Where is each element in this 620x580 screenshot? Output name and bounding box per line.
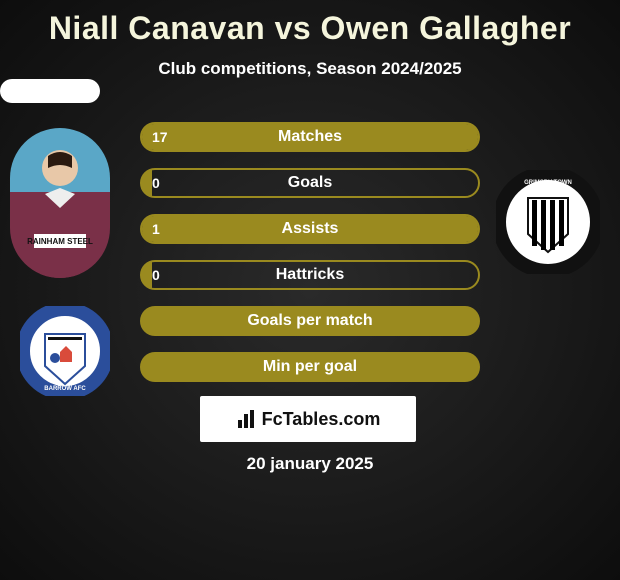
page-title: Niall Canavan vs Owen Gallagher: [0, 0, 620, 47]
stat-value: 0: [152, 175, 160, 191]
stat-label: Goals: [142, 174, 478, 192]
player-photo-right: [0, 79, 100, 103]
crest-icon: GRIMSBY TOWN: [496, 170, 600, 274]
stats-panel: 17 Matches 0 Goals 1 Assists 0 Hattricks…: [140, 122, 480, 398]
stat-row-min-per-goal: Min per goal: [140, 352, 480, 382]
brand-text: FcTables.com: [262, 409, 381, 430]
stat-row-assists: 1 Assists: [140, 214, 480, 244]
crest-icon: BARROW AFC: [20, 306, 110, 396]
stat-value: 1: [152, 221, 160, 237]
stat-value: 17: [152, 129, 168, 145]
date-text: 20 january 2025: [0, 454, 620, 474]
stat-row-goals: 0 Goals: [140, 168, 480, 198]
club-crest-left: BARROW AFC: [20, 306, 110, 396]
club-crest-right: GRIMSBY TOWN: [496, 170, 600, 274]
brand-badge: FcTables.com: [200, 396, 416, 442]
player-photo-left: RAINHAM STEEL: [10, 128, 110, 278]
stat-label: Hattricks: [142, 266, 478, 284]
stat-label: Assists: [142, 220, 478, 238]
stat-row-goals-per-match: Goals per match: [140, 306, 480, 336]
bars-icon: [236, 408, 258, 430]
player-avatar-icon: RAINHAM STEEL: [10, 128, 110, 278]
svg-text:RAINHAM STEEL: RAINHAM STEEL: [27, 237, 93, 246]
stat-label: Matches: [142, 128, 478, 146]
stat-row-hattricks: 0 Hattricks: [140, 260, 480, 290]
svg-text:BARROW AFC: BARROW AFC: [44, 386, 86, 392]
stat-value: 0: [152, 267, 160, 283]
stat-row-matches: 17 Matches: [140, 122, 480, 152]
stat-label: Min per goal: [142, 358, 478, 376]
stat-label: Goals per match: [142, 312, 478, 330]
page-subtitle: Club competitions, Season 2024/2025: [0, 59, 620, 79]
svg-text:GRIMSBY TOWN: GRIMSBY TOWN: [524, 180, 572, 186]
